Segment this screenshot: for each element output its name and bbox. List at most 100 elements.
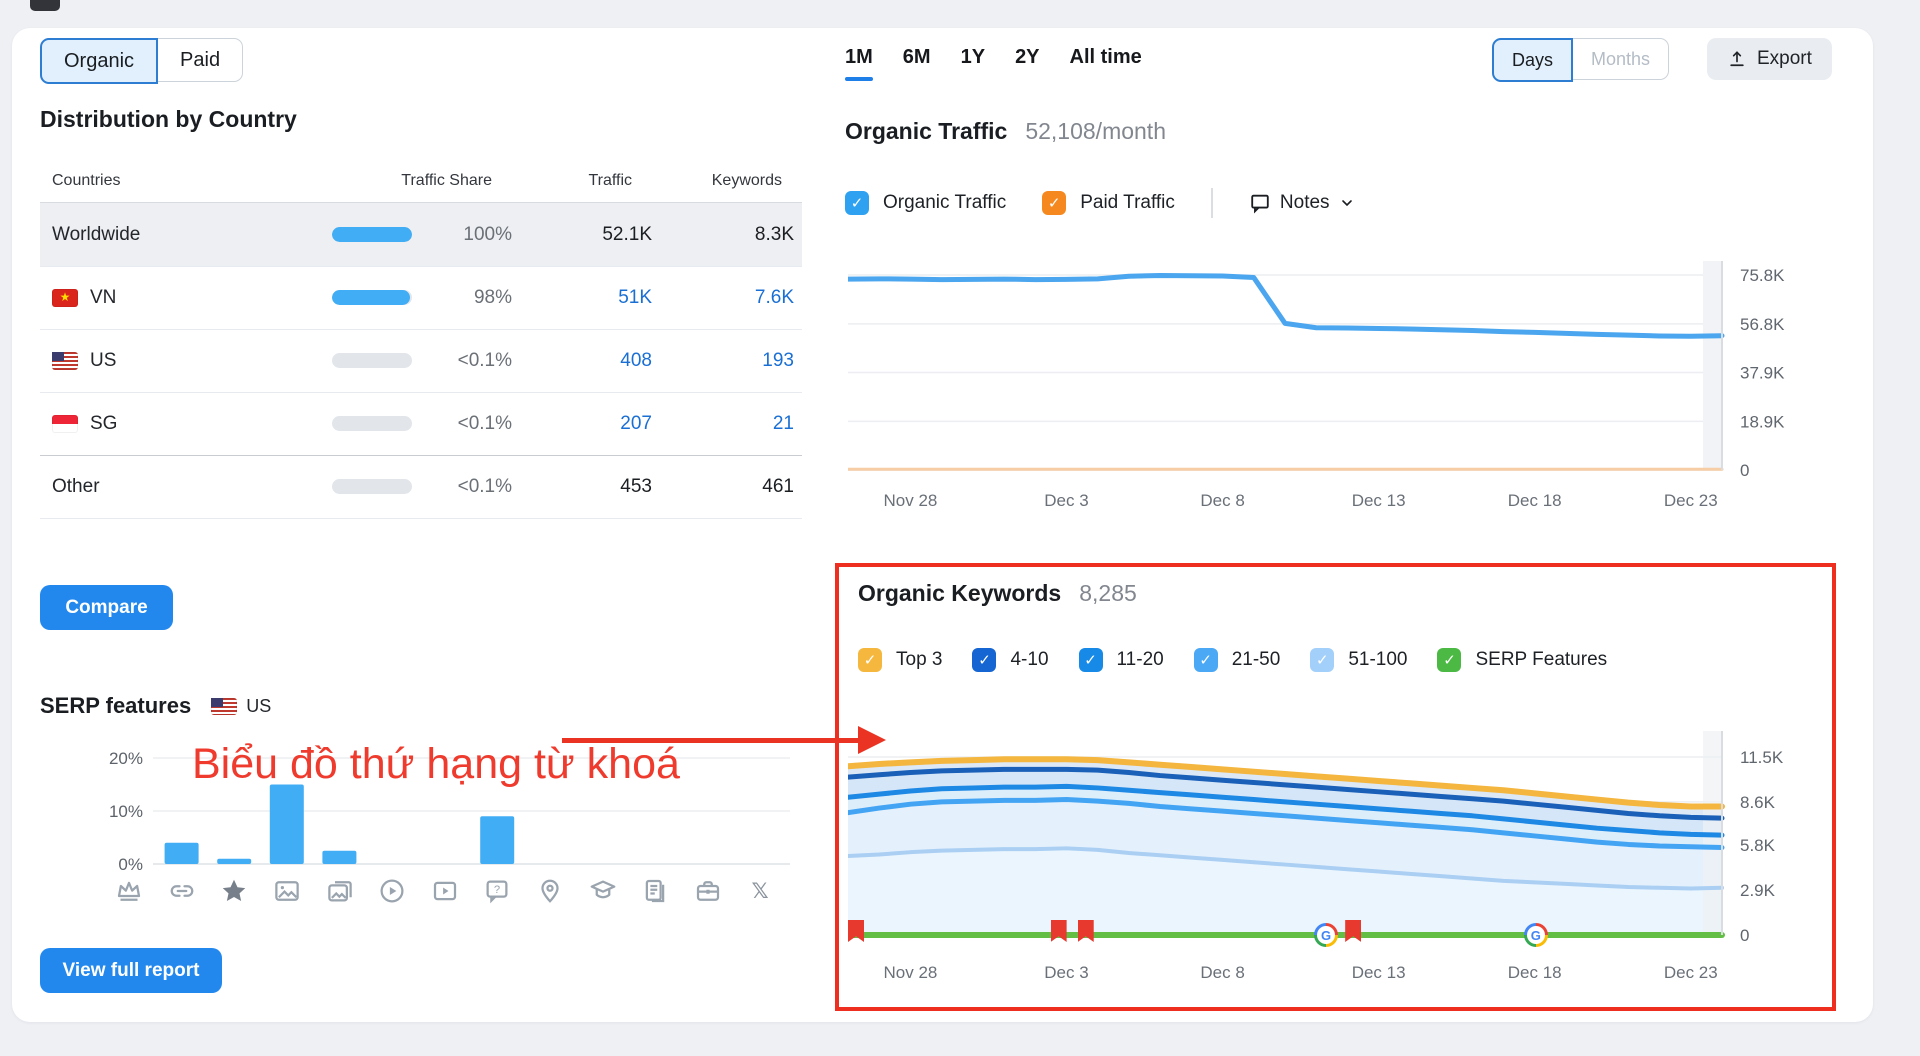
table-row-worldwide[interactable]: Worldwide 100% 52.1K 8.3K bbox=[40, 203, 802, 267]
compare-button[interactable]: Compare bbox=[40, 585, 173, 630]
checkbox-serp-features[interactable]: ✓ bbox=[1437, 648, 1462, 672]
image-icon bbox=[261, 876, 314, 906]
svg-text:Dec 23: Dec 23 bbox=[1664, 491, 1718, 510]
svg-text:Dec 3: Dec 3 bbox=[1044, 491, 1088, 510]
svg-text:?: ? bbox=[494, 884, 500, 896]
knowledge-panel-icon bbox=[576, 876, 629, 906]
svg-text:𝕏: 𝕏 bbox=[752, 879, 769, 903]
svg-text:Dec 13: Dec 13 bbox=[1352, 491, 1406, 510]
keywords-value: 8.3K bbox=[754, 223, 794, 245]
svg-text:75.8K: 75.8K bbox=[1740, 266, 1785, 285]
svg-text:56.8K: 56.8K bbox=[1740, 315, 1785, 334]
crown-icon bbox=[103, 876, 156, 906]
svg-text:Dec 13: Dec 13 bbox=[1352, 963, 1406, 982]
date-range-tabs: 1M 6M 1Y 2Y All time bbox=[845, 46, 1142, 81]
svg-text:5.8K: 5.8K bbox=[1740, 836, 1776, 855]
legend-top3[interactable]: ✓ Top 3 bbox=[858, 648, 942, 672]
share-percent: 98% bbox=[473, 286, 512, 308]
notes-bubble-icon bbox=[1251, 194, 1269, 214]
notes-control[interactable]: Notes bbox=[1249, 192, 1355, 214]
checkbox-21-50[interactable]: ✓ bbox=[1193, 648, 1218, 672]
toggle-organic[interactable]: Organic bbox=[40, 38, 159, 84]
country-name: Other bbox=[52, 475, 100, 497]
overview-card: Organic Paid Distribution by Country Cou… bbox=[12, 28, 1873, 1022]
checkbox-11-20[interactable]: ✓ bbox=[1078, 648, 1103, 672]
legend-paid-traffic[interactable]: ✓ Paid Traffic bbox=[1042, 191, 1175, 215]
traffic-link[interactable]: 408 bbox=[620, 349, 652, 371]
tab-all-time[interactable]: All time bbox=[1069, 46, 1142, 68]
legend-serp-features[interactable]: ✓ SERP Features bbox=[1437, 648, 1607, 672]
checkbox-4-10[interactable]: ✓ bbox=[972, 648, 997, 672]
svg-text:Dec 8: Dec 8 bbox=[1200, 491, 1244, 510]
checkbox-top3[interactable]: ✓ bbox=[858, 648, 882, 672]
organic-keywords-chart: 11.5K 8.6K 5.8K 2.9K 0 Nov 28 Dec 3 Dec 8 Dec 13… bbox=[848, 731, 1784, 982]
share-percent: <0.1% bbox=[457, 412, 512, 434]
checkbox-51-100[interactable]: ✓ bbox=[1310, 648, 1335, 672]
traffic-title: Organic Traffic bbox=[845, 118, 1008, 144]
traffic-link[interactable]: 51K bbox=[618, 286, 652, 308]
svg-text:8.6K: 8.6K bbox=[1740, 793, 1776, 812]
export-label: Export bbox=[1757, 48, 1812, 69]
toggle-days[interactable]: Days bbox=[1492, 38, 1574, 82]
share-bar bbox=[332, 353, 412, 368]
annotation-text: Biểu đồ thứ hạng từ khoá bbox=[192, 740, 680, 788]
x-twitter-icon: 𝕏 bbox=[734, 876, 787, 906]
tab-1m[interactable]: 1M bbox=[845, 46, 873, 81]
svg-text:0%: 0% bbox=[118, 855, 143, 874]
share-bar bbox=[332, 227, 412, 242]
table-row-vn[interactable]: VN 98% 51K 7.6K bbox=[40, 266, 802, 330]
svg-text:0: 0 bbox=[1740, 461, 1749, 480]
keywords-link[interactable]: 7.6K bbox=[754, 286, 794, 308]
legend-4-10[interactable]: ✓ 4-10 bbox=[972, 648, 1049, 672]
svg-text:37.9K: 37.9K bbox=[1740, 363, 1785, 382]
us-flag-icon bbox=[211, 697, 238, 715]
keywords-subtitle: 8,285 bbox=[1079, 580, 1137, 606]
local-pack-icon bbox=[524, 876, 577, 906]
table-row-us[interactable]: US <0.1% 408 193 bbox=[40, 329, 802, 393]
tab-1y[interactable]: 1Y bbox=[960, 46, 986, 68]
keywords-link[interactable]: 21 bbox=[772, 412, 794, 434]
tab-2y[interactable]: 2Y bbox=[1015, 46, 1040, 68]
serp-feature-icons: ? 𝕏 bbox=[103, 876, 787, 906]
svg-text:Dec 8: Dec 8 bbox=[1200, 963, 1244, 982]
jobs-icon bbox=[682, 876, 735, 906]
toggle-months[interactable]: Months bbox=[1573, 38, 1670, 80]
legend-organic-traffic[interactable]: ✓ Organic Traffic bbox=[845, 191, 1006, 215]
tab-6m[interactable]: 6M bbox=[902, 46, 931, 68]
share-bar bbox=[332, 416, 412, 431]
serp-features-bar-chart: 20% 10% 0% bbox=[109, 749, 790, 874]
share-bar bbox=[332, 479, 412, 494]
serp-region-label: US bbox=[246, 695, 272, 716]
table-divider bbox=[40, 202, 802, 203]
traffic-link[interactable]: 207 bbox=[620, 412, 652, 434]
svg-text:Dec 23: Dec 23 bbox=[1664, 963, 1718, 982]
table-row-sg[interactable]: SG <0.1% 207 21 bbox=[40, 392, 802, 456]
toggle-paid[interactable]: Paid bbox=[158, 38, 244, 82]
chevron-down-icon bbox=[1341, 200, 1352, 207]
svg-text:11.5K: 11.5K bbox=[1740, 748, 1784, 767]
legend-51-100[interactable]: ✓ 51-100 bbox=[1310, 648, 1407, 672]
granularity-toggle: Days Months bbox=[1492, 38, 1670, 82]
legend-11-20[interactable]: ✓ 11-20 bbox=[1078, 648, 1164, 672]
keywords-link[interactable]: 193 bbox=[762, 349, 794, 371]
keywords-value: 461 bbox=[762, 475, 794, 497]
sg-flag-icon bbox=[52, 414, 78, 433]
country-name: Worldwide bbox=[52, 223, 141, 245]
link-icon bbox=[156, 876, 209, 906]
legend-21-50[interactable]: ✓ 21-50 bbox=[1193, 648, 1280, 672]
vn-flag-icon bbox=[52, 288, 78, 307]
col-traffic-share: Traffic Share bbox=[401, 172, 492, 189]
view-full-report-button[interactable]: View full report bbox=[40, 948, 222, 993]
col-keywords: Keywords bbox=[711, 172, 782, 189]
export-button[interactable]: Export bbox=[1707, 38, 1832, 80]
share-percent: <0.1% bbox=[457, 475, 512, 497]
annotation-arrow-head bbox=[858, 726, 886, 754]
star-icon bbox=[208, 876, 261, 906]
table-row-other[interactable]: Other <0.1% 453 461 bbox=[40, 455, 802, 519]
svg-text:Dec 3: Dec 3 bbox=[1044, 963, 1088, 982]
checkbox-paid-traffic[interactable]: ✓ bbox=[1042, 191, 1067, 215]
legend-divider bbox=[1210, 188, 1213, 218]
checkbox-organic-traffic[interactable]: ✓ bbox=[845, 191, 869, 215]
share-percent: <0.1% bbox=[457, 349, 512, 371]
